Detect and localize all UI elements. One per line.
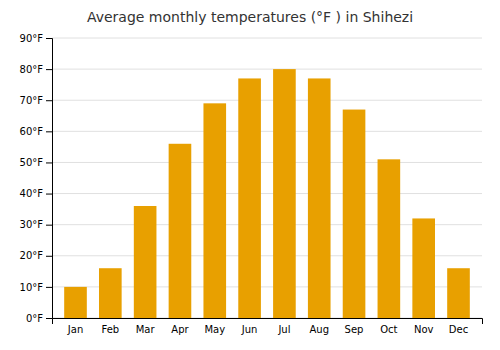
y-axis: 0°F 10°F 20°F 30°F 40°F 50°F 60°F 70°F 80°F 90°F xyxy=(20,33,53,324)
tick-label: Jul xyxy=(277,324,290,335)
tick: Jul xyxy=(277,324,290,335)
grid-line xyxy=(52,131,482,132)
plot: 0°F 10°F 20°F 30°F 40°F 50°F 60°F 70°F 80°F 90°F J… xyxy=(20,33,483,335)
tick-mark xyxy=(46,318,52,319)
tick: 20°F xyxy=(20,250,52,261)
tick-mark xyxy=(46,69,52,70)
tick-mark xyxy=(46,162,52,163)
tick-label: 60°F xyxy=(20,126,44,137)
bar xyxy=(447,268,470,318)
tick-label: 30°F xyxy=(20,219,44,230)
tick: 60°F xyxy=(20,126,52,137)
tick-mark xyxy=(46,38,52,39)
tick: 90°F xyxy=(20,33,52,44)
tick: May xyxy=(204,324,225,335)
grid-line xyxy=(52,100,482,101)
tick: Oct xyxy=(380,324,397,335)
tick-label: 70°F xyxy=(20,95,44,106)
tick-label: 80°F xyxy=(20,64,44,75)
tick: 30°F xyxy=(20,219,52,230)
tick-label: Apr xyxy=(171,324,189,335)
tick-label: May xyxy=(204,324,225,335)
tick-mark xyxy=(46,225,52,226)
tick-label: Mar xyxy=(136,324,156,335)
bar xyxy=(308,78,331,318)
tick-mark xyxy=(46,256,52,257)
bar xyxy=(273,69,296,318)
bar xyxy=(99,268,122,318)
tick: 10°F xyxy=(20,282,52,293)
bar xyxy=(64,287,87,318)
bar xyxy=(343,110,366,318)
tick: 80°F xyxy=(20,64,52,75)
tick-label: 0°F xyxy=(26,313,43,324)
bar xyxy=(203,103,226,318)
tick: Apr xyxy=(171,324,189,335)
bars xyxy=(64,69,470,318)
bar xyxy=(134,206,157,318)
tick-label: Feb xyxy=(101,324,119,335)
tick-mark xyxy=(46,194,52,195)
tick: Jun xyxy=(241,324,258,335)
tick-label: Nov xyxy=(414,324,434,335)
tick: Sep xyxy=(345,324,364,335)
tick-label: 40°F xyxy=(20,188,44,199)
title: Average monthly temperatures (°F ) in Sh… xyxy=(87,9,413,25)
grid-line xyxy=(52,69,482,70)
tick-mark xyxy=(46,131,52,132)
tick-label: Dec xyxy=(449,324,468,335)
grid-line xyxy=(52,38,482,39)
tick-label: Sep xyxy=(345,324,364,335)
tick: Dec xyxy=(449,324,468,335)
tick: Feb xyxy=(101,324,119,335)
grid xyxy=(52,38,482,318)
bar xyxy=(412,218,435,318)
tick-label: 10°F xyxy=(20,282,44,293)
chart: Average monthly temperatures (°F ) in Sh… xyxy=(0,0,500,350)
tick: Aug xyxy=(309,324,329,335)
tick: 0°F xyxy=(26,313,52,324)
tick-mark xyxy=(46,287,52,288)
bar xyxy=(378,159,401,318)
tick-label: Aug xyxy=(309,324,329,335)
tick: 50°F xyxy=(20,157,52,168)
tick: Nov xyxy=(414,324,434,335)
tick-label: Jan xyxy=(67,324,83,335)
tick-label: 50°F xyxy=(20,157,44,168)
bar xyxy=(169,144,192,318)
tick: 40°F xyxy=(20,188,52,199)
x-axis: Jan Feb Mar Apr May Jun Jul Aug Sep Oct Nov Dec xyxy=(53,319,483,336)
tick-label: 20°F xyxy=(20,250,44,261)
tick: 70°F xyxy=(20,95,52,106)
grid-line xyxy=(52,193,482,194)
bar xyxy=(238,78,261,318)
grid-line xyxy=(52,162,482,163)
tick-label: 90°F xyxy=(20,33,44,44)
tick: Mar xyxy=(136,324,156,335)
tick-label: Oct xyxy=(380,324,397,335)
tick-mark xyxy=(46,100,52,101)
tick-label: Jun xyxy=(241,324,258,335)
tick: Jan xyxy=(67,324,83,335)
axis-line xyxy=(46,39,53,319)
